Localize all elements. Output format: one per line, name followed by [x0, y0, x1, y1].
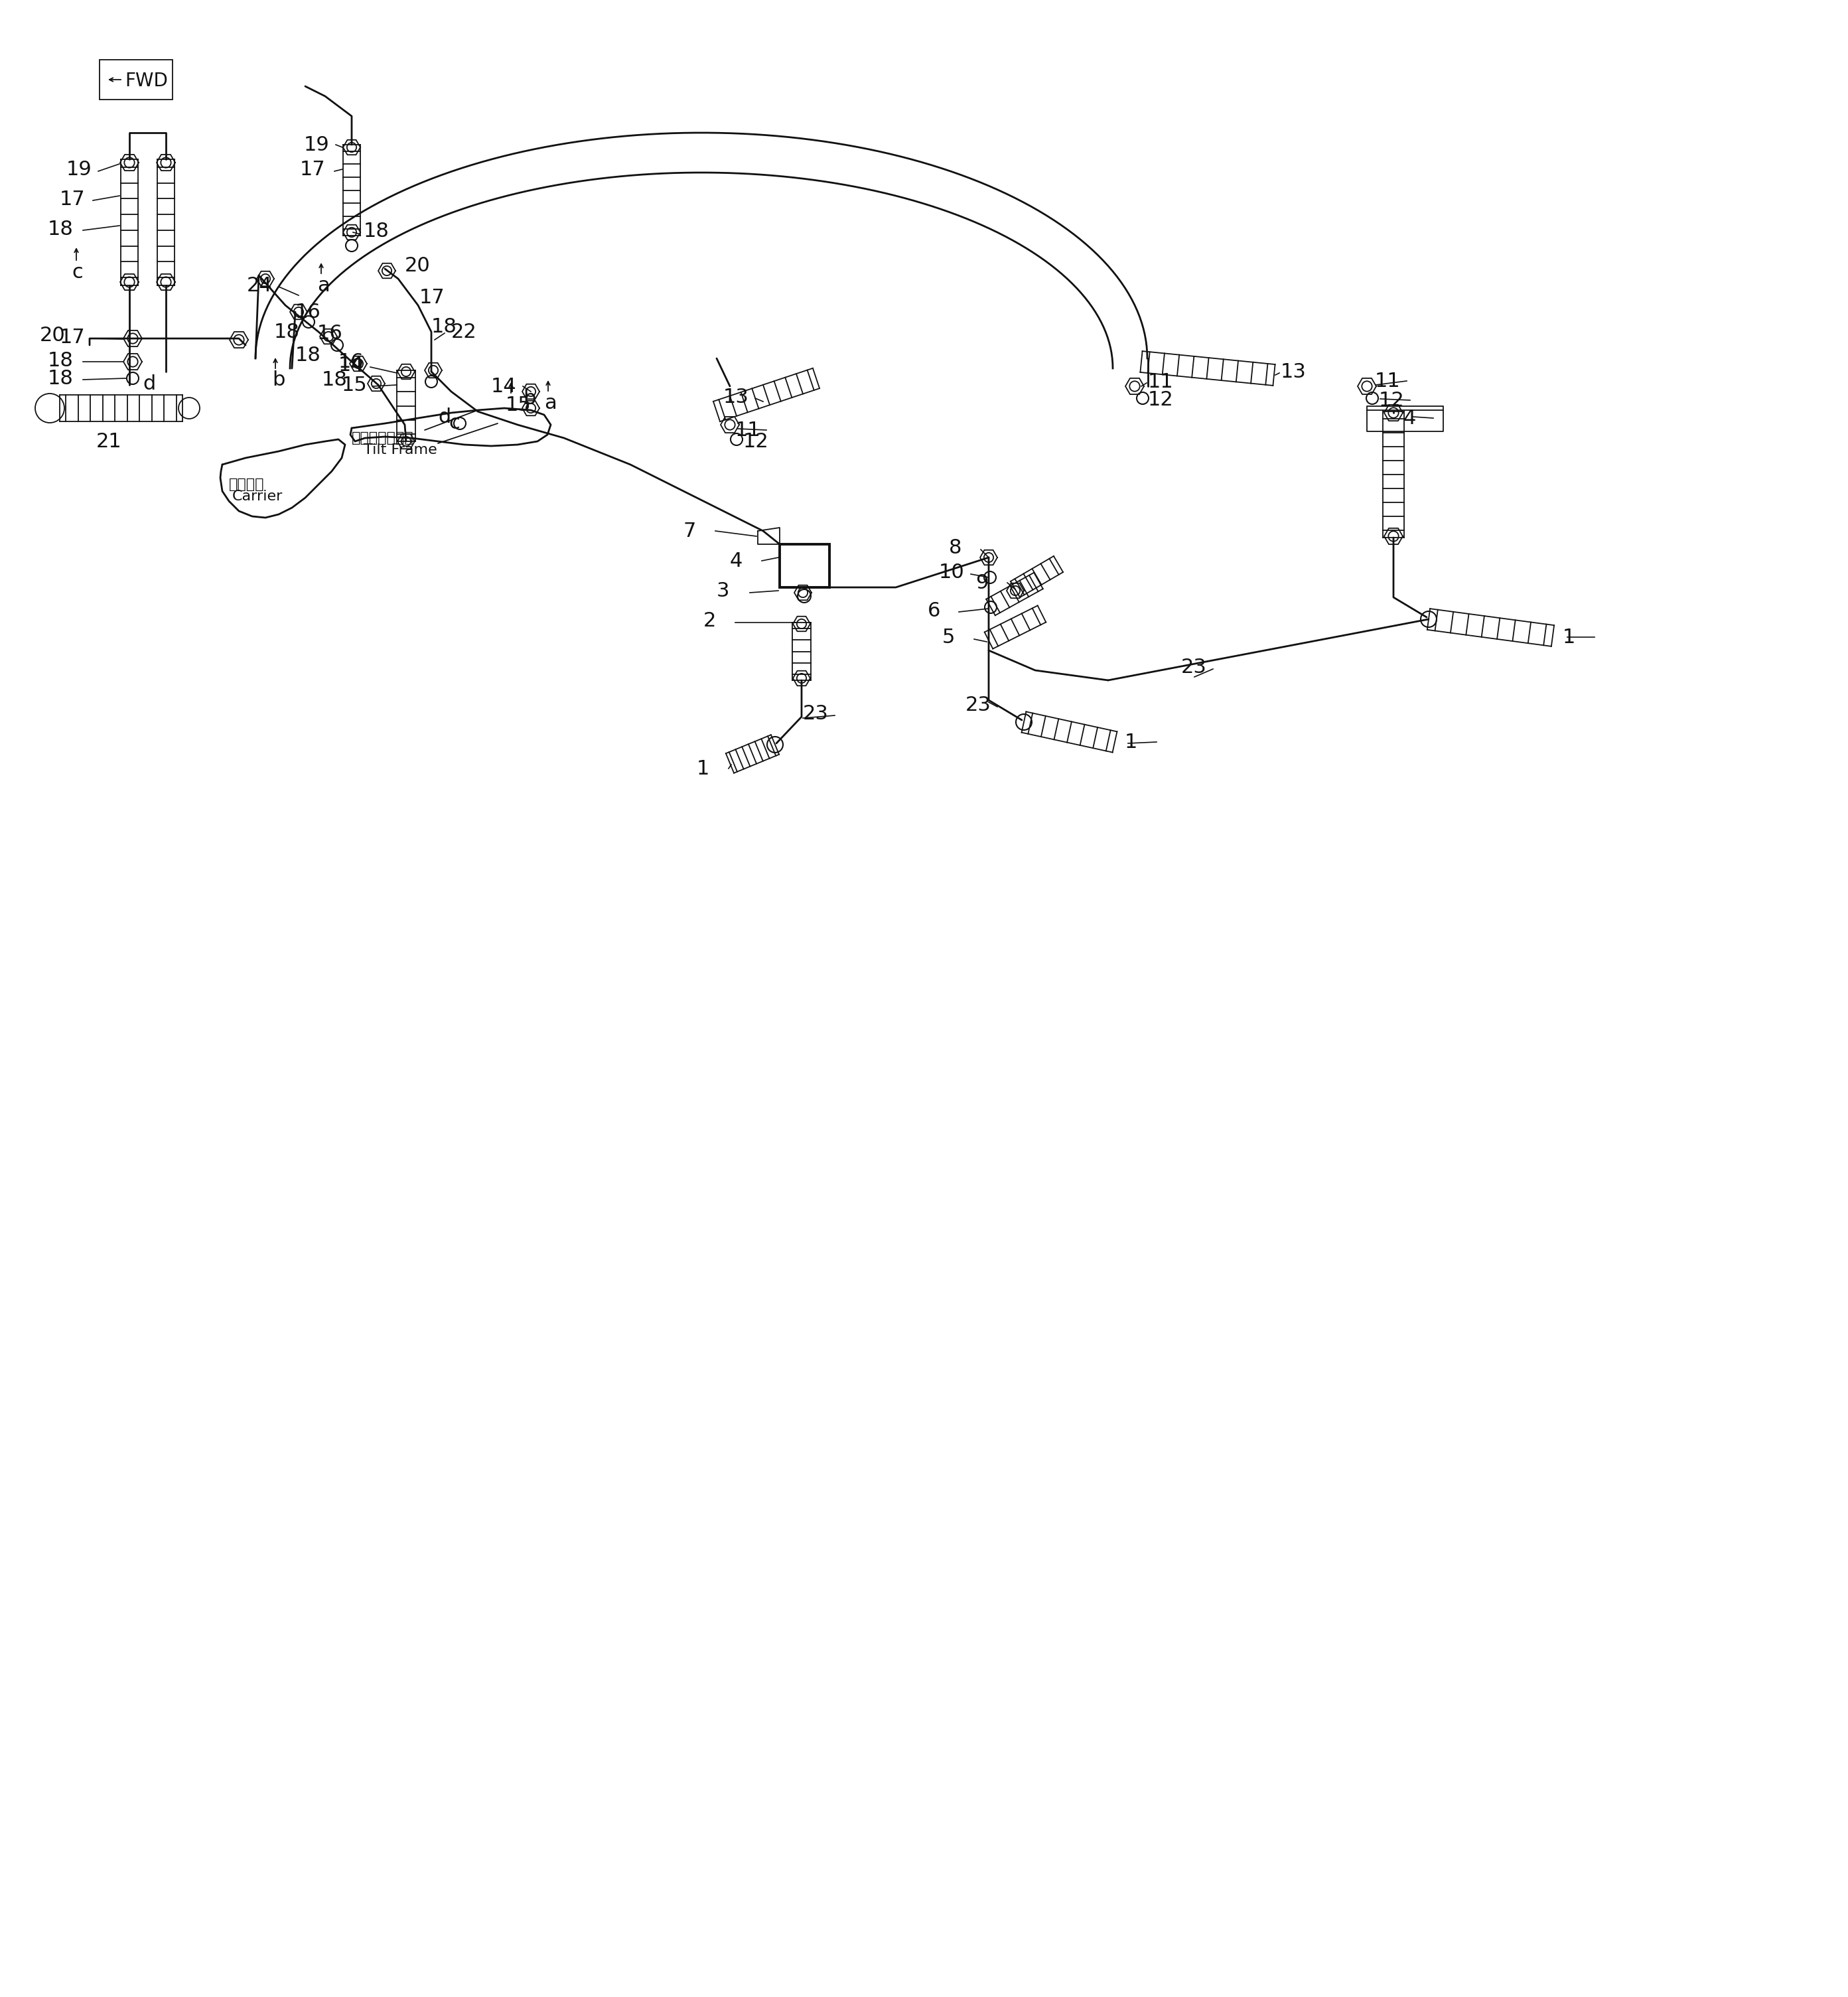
Text: チルトフレーム: チルトフレーム [351, 431, 414, 445]
Text: 11: 11 [1375, 371, 1401, 391]
Text: 18: 18 [48, 369, 74, 387]
Text: 7: 7 [684, 521, 697, 541]
Text: 18: 18 [48, 220, 74, 238]
Text: 22: 22 [451, 322, 477, 341]
Text: 16: 16 [296, 302, 322, 322]
Text: 20: 20 [405, 256, 431, 276]
Text: 12: 12 [743, 431, 769, 451]
Text: c: c [72, 262, 83, 282]
Text: 9: 9 [976, 573, 989, 593]
Text: FWD: FWD [126, 72, 168, 90]
Text: 17: 17 [59, 328, 85, 347]
Text: 15: 15 [342, 375, 368, 395]
Text: 12: 12 [1148, 389, 1173, 409]
Text: 14: 14 [492, 377, 517, 395]
Text: 17: 17 [419, 288, 445, 308]
Text: 18: 18 [274, 322, 299, 341]
Text: 16: 16 [338, 351, 364, 371]
Text: 4: 4 [1403, 409, 1416, 427]
Text: 10: 10 [939, 563, 965, 581]
Text: 1: 1 [1125, 733, 1138, 751]
Text: 23: 23 [965, 695, 991, 715]
Text: 6: 6 [928, 601, 941, 621]
Text: 21: 21 [96, 431, 122, 451]
Text: 18: 18 [296, 345, 322, 365]
Text: 24: 24 [248, 276, 272, 296]
Text: 2: 2 [704, 611, 717, 631]
Text: b: b [272, 369, 285, 389]
Text: c: c [449, 413, 460, 433]
Text: 16: 16 [318, 324, 344, 343]
Text: Tilt Frame: Tilt Frame [364, 443, 438, 457]
Text: 4: 4 [730, 551, 743, 571]
Text: 1: 1 [697, 759, 710, 779]
Text: 19: 19 [303, 136, 329, 154]
Text: 3: 3 [717, 581, 730, 601]
Text: a: a [543, 393, 556, 413]
Text: 18: 18 [364, 222, 390, 240]
Text: 11: 11 [1148, 371, 1173, 391]
Text: 13: 13 [723, 387, 748, 407]
Text: 19: 19 [67, 160, 92, 180]
Text: 18: 18 [431, 318, 456, 335]
Text: 18: 18 [322, 369, 347, 389]
Text: 12: 12 [1379, 391, 1404, 409]
Text: 15: 15 [506, 395, 532, 415]
Text: b: b [523, 389, 536, 407]
Text: 1: 1 [1563, 627, 1576, 647]
Bar [780, 545, 830, 587]
Text: 17: 17 [299, 160, 325, 180]
Text: 13: 13 [1281, 361, 1307, 381]
Text: 14: 14 [338, 355, 364, 375]
Text: d: d [142, 373, 155, 393]
Text: 18: 18 [48, 351, 74, 369]
Text: 5: 5 [942, 627, 955, 647]
Text: a: a [318, 276, 329, 296]
Text: 23: 23 [802, 703, 828, 723]
Text: 8: 8 [948, 537, 961, 557]
Text: Carrier: Carrier [233, 489, 283, 503]
Text: 20: 20 [41, 326, 65, 345]
Bar [100, 60, 172, 100]
Text: キャリヤ: キャリヤ [229, 477, 264, 491]
Text: 11: 11 [736, 421, 761, 439]
Text: 23: 23 [1181, 657, 1207, 677]
Text: 17: 17 [59, 190, 85, 210]
Text: d: d [438, 407, 451, 427]
